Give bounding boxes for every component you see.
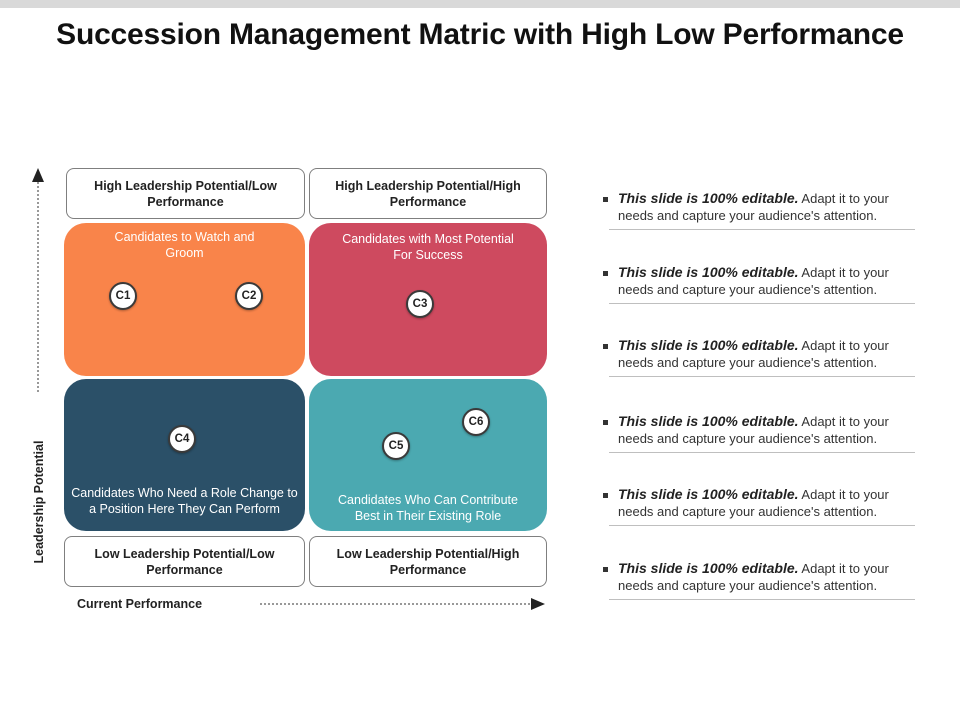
header-bottom-right: Low Leadership Potential/High Performanc… [309,536,547,587]
quadrant-top-left-text: Candidates to Watch and Groom [114,230,255,260]
y-axis-arrowhead [32,168,44,182]
candidate-c6: C6 [462,408,490,436]
quadrant-top-right-text: Candidates with Most Potential For Succe… [342,232,514,262]
bullet-bold: This slide is 100% editable. [618,413,799,429]
bullet-marker [603,493,608,498]
bullet-marker [603,567,608,572]
quadrant-bottom-right: Candidates Who Can Contribute Best in Th… [309,379,547,531]
candidate-c5: C5 [382,432,410,460]
bullet-text: Adapt it to your needs and capture your … [618,265,889,297]
bullet-marker [603,420,608,425]
slide-title: Succession Management Matric with High L… [56,18,904,51]
bullet-bold: This slide is 100% editable. [618,486,799,502]
candidate-c3: C3 [406,290,434,318]
bullet-text: Adapt it to your needs and capture your … [618,487,889,519]
candidate-c1: C1 [109,282,137,310]
header-bottom-left: Low Leadership Potential/Low Performance [64,536,305,587]
candidate-c2: C2 [235,282,263,310]
bullet-item: This slide is 100% editable. Adapt it to… [603,486,915,527]
bullet-text: Adapt it to your needs and capture your … [618,191,889,223]
bullet-bold: This slide is 100% editable. [618,264,799,280]
bullet-item: This slide is 100% editable. Adapt it to… [603,190,915,231]
bullet-text: Adapt it to your needs and capture your … [618,338,889,370]
bullet-divider [609,376,915,377]
quadrant-top-left: Candidates to Watch and Groom [64,223,305,376]
bullet-divider [609,599,915,600]
top-band [0,0,960,8]
header-top-left: High Leadership Potential/Low Performanc… [66,168,305,219]
bullet-marker [603,344,608,349]
bullet-text: Adapt it to your needs and capture your … [618,561,889,593]
bullet-item: This slide is 100% editable. Adapt it to… [603,560,915,601]
bullet-bold: This slide is 100% editable. [618,337,799,353]
quadrant-bottom-left: Candidates Who Need a Role Change to a P… [64,379,305,531]
x-axis-label: Current Performance [77,597,203,611]
bullet-item: This slide is 100% editable. Adapt it to… [603,337,915,378]
candidate-c4: C4 [168,425,196,453]
bullet-marker [603,197,608,202]
bullet-bold: This slide is 100% editable. [618,190,799,206]
y-axis-label: Leadership Potential [32,440,46,564]
bullet-divider [609,229,915,230]
quadrant-bottom-left-text: Candidates Who Need a Role Change to a P… [71,486,298,516]
quadrant-bottom-right-text: Candidates Who Can Contribute Best in Th… [338,493,518,523]
bullet-item: This slide is 100% editable. Adapt it to… [603,413,915,454]
bullet-divider [609,525,915,526]
bullet-item: This slide is 100% editable. Adapt it to… [603,264,915,305]
bullet-divider [609,452,915,453]
bullet-marker [603,271,608,276]
bullet-text: Adapt it to your needs and capture your … [618,414,889,446]
header-top-right: High Leadership Potential/High Performan… [309,168,547,219]
x-axis-arrowhead [531,598,545,610]
bullet-bold: This slide is 100% editable. [618,560,799,576]
bullet-divider [609,303,915,304]
